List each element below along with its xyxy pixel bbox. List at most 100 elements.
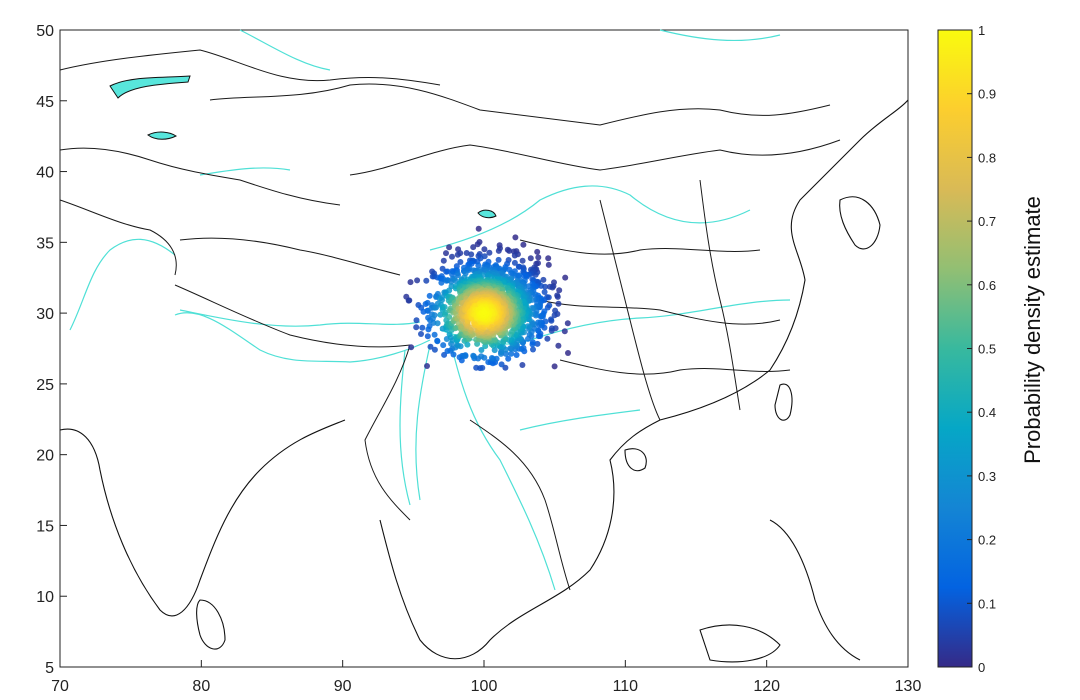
y-tick-label: 40 [36,165,54,182]
density-point [513,352,520,358]
density-point [520,241,527,248]
coast-indochina [379,419,661,660]
density-point [519,257,526,264]
colorbar-tick-label: 0.1 [978,596,996,611]
colorbar-tick-label: 0.4 [978,405,996,420]
density-point [565,350,571,356]
x-tick-label: 90 [334,678,352,695]
density-point [498,361,505,368]
river-yellow [429,185,751,251]
density-point [506,247,513,254]
density-point [541,289,548,295]
border-afghanistan [59,199,177,276]
density-point [564,320,571,327]
colorbar-tick-label: 0 [978,660,985,675]
density-point [529,339,536,346]
border-provinces-5 [699,179,741,411]
x-axis: 70 80 90 100 110 120 130 [51,660,921,695]
y-tick-label: 20 [36,448,54,465]
border-central-asia [59,147,341,206]
density-point [486,249,493,256]
density-point [434,290,441,297]
density-point [418,331,424,337]
density-point [512,272,519,279]
density-point [555,300,562,307]
coast-china-east [659,99,909,421]
density-point [547,283,553,290]
density-point [480,309,487,316]
river-ganges [174,312,431,363]
density-point [468,251,475,258]
density-point [561,328,568,335]
river-salween [415,344,431,501]
river-irrawaddy [399,349,411,506]
density-point [407,279,414,286]
density-point [481,246,488,253]
density-point [537,313,544,320]
coast-korea [839,196,881,250]
colorbar: 0 0.1 0.2 0.3 0.4 0.5 0.6 0.7 0.8 0.9 1 Probabilit… [937,23,1045,675]
density-point [431,331,438,338]
density-point [562,274,569,281]
lake-qinghai [477,209,497,219]
y-tick-label: 45 [36,94,54,111]
density-point [548,316,554,323]
density-point [474,241,481,248]
x-tick-label: 80 [192,678,210,695]
density-point [508,350,515,357]
x-tick-label: 100 [471,678,498,695]
density-point [426,292,433,299]
x-tick-label: 70 [51,678,69,695]
density-point [511,252,518,259]
density-point [479,364,486,371]
density-point [406,297,413,304]
density-point [454,251,461,258]
density-point [544,304,551,311]
y-tick-label: 5 [45,660,54,677]
colorbar-ticks: 0 0.1 0.2 0.3 0.4 0.5 0.6 0.7 0.8 0.9 1 [967,23,996,675]
density-point [440,257,447,264]
density-point [498,348,505,355]
colorbar-tick-label: 0.2 [978,533,996,548]
density-scatter [403,225,571,372]
density-point [463,250,470,256]
coast-taiwan [774,383,793,421]
colorbar-tick-label: 0.3 [978,469,996,484]
density-point [495,247,502,254]
density-point [488,355,495,361]
colorbar-tick-label: 0.5 [978,342,996,357]
density-point [431,312,438,319]
map-panel [59,29,909,668]
density-point [527,255,534,262]
density-point [446,244,453,251]
lakes-layer [109,75,497,219]
density-point [554,292,561,299]
density-point [495,256,502,263]
density-point [440,342,447,349]
coast-philippines [769,519,861,661]
density-point [438,279,445,286]
x-tick-label: 130 [895,678,922,695]
river-brahmaputra [179,309,421,327]
density-point [526,331,533,338]
density-point [532,271,539,278]
y-tick-label: 15 [36,518,54,535]
density-point [431,346,438,353]
density-point [535,254,542,261]
border-provinces-3 [559,359,791,375]
density-point [551,363,558,370]
density-point [545,255,552,262]
colorbar-tick-label: 0.6 [978,278,996,293]
density-point [502,350,509,357]
density-point [441,304,448,310]
border-provinces-2 [539,299,781,325]
density-point [424,363,430,369]
border-myanmar [364,344,411,521]
river-tarim [199,167,291,176]
density-point [475,262,482,269]
density-point [443,250,449,257]
density-point [545,261,552,268]
density-point [470,244,477,251]
density-point [485,359,492,366]
y-tick-label: 35 [36,235,54,252]
